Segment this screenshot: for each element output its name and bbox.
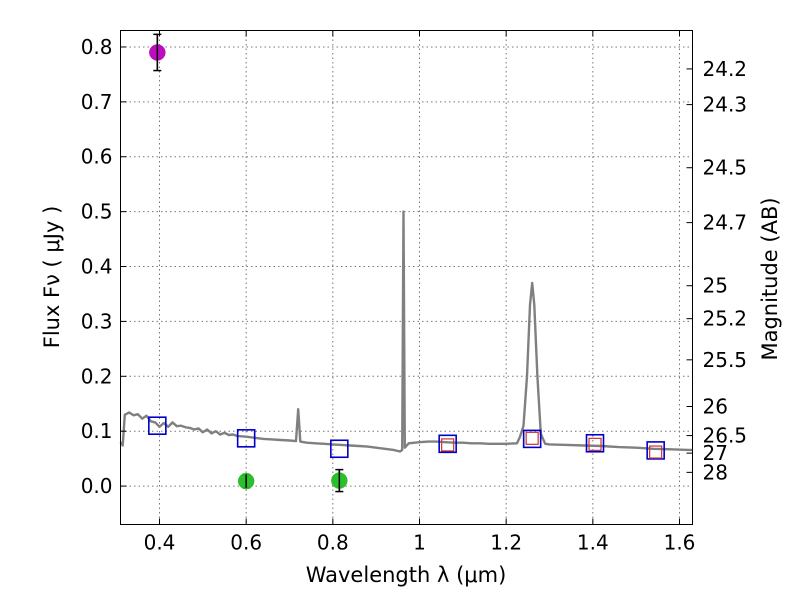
y-tick-label: 0.4 <box>81 255 113 279</box>
data-layer <box>119 33 693 493</box>
y-tick-label: 0.3 <box>81 309 113 333</box>
magnitude-tick-label: 24.3 <box>703 93 748 117</box>
x-tick-label: 1 <box>413 531 426 555</box>
model-spectrum-line <box>119 210 693 453</box>
plot-frame <box>120 30 693 525</box>
model-photometry-square <box>148 416 167 436</box>
y-axis-title: Flux Fν ( μJy ) <box>40 206 64 349</box>
x-tick-label: 1.2 <box>490 531 522 555</box>
x-tick-label: 1.4 <box>577 531 609 555</box>
axes-ticks: 0.4 0.6 0.8 1 1.2 1.4 1.6 0.0 0.1 0.2 0.3 0.4 0.5 0.6… <box>81 30 748 555</box>
observed-photometry-square <box>525 431 539 445</box>
observed-photometry-square <box>588 437 602 451</box>
magnitude-tick-label: 26 <box>703 394 728 418</box>
y-tick-label: 0.1 <box>81 419 113 443</box>
y-tick-label: 0.8 <box>81 35 113 59</box>
x-tick-label: 0.8 <box>317 531 349 555</box>
observed-photometry-square <box>441 438 455 452</box>
x-axis-title: Wavelength λ (μm) <box>306 563 507 587</box>
x-tick-label: 0.6 <box>230 531 262 555</box>
magnitude-tick-label: 25.5 <box>703 348 748 372</box>
model-photometry-square <box>522 429 542 449</box>
y-tick-label: 0.5 <box>81 200 113 224</box>
magnitude-tick-label: 28 <box>703 460 728 484</box>
model-photometry-square <box>585 433 605 453</box>
magnitude-tick-label: 26.5 <box>703 424 748 448</box>
magnitude-tick-label: 24.7 <box>703 211 748 235</box>
magnitude-tick-label: 25 <box>703 274 728 298</box>
y-tick-label: 0.0 <box>81 474 113 498</box>
observed-photometry-square <box>649 445 663 459</box>
magnitude-tick-label: 27 <box>703 441 728 465</box>
y-axis-right-title: Magnitude (AB) <box>758 197 782 360</box>
magnitude-tick-label: 24.2 <box>703 57 748 81</box>
grid <box>120 30 693 525</box>
y-tick-label: 0.7 <box>81 90 113 114</box>
model-photometry-square <box>330 439 349 459</box>
y-tick-label: 0.2 <box>81 364 113 388</box>
model-photometry-square <box>646 441 665 460</box>
x-tick-label: 0.4 <box>144 531 176 555</box>
x-tick-label: 1.6 <box>664 531 696 555</box>
y-tick-label: 0.6 <box>81 145 113 169</box>
magnitude-tick-label: 25.2 <box>703 307 748 331</box>
model-photometry-square <box>236 429 256 448</box>
magnitude-tick-label: 24.5 <box>703 156 748 180</box>
model-photometry-square <box>438 434 457 454</box>
